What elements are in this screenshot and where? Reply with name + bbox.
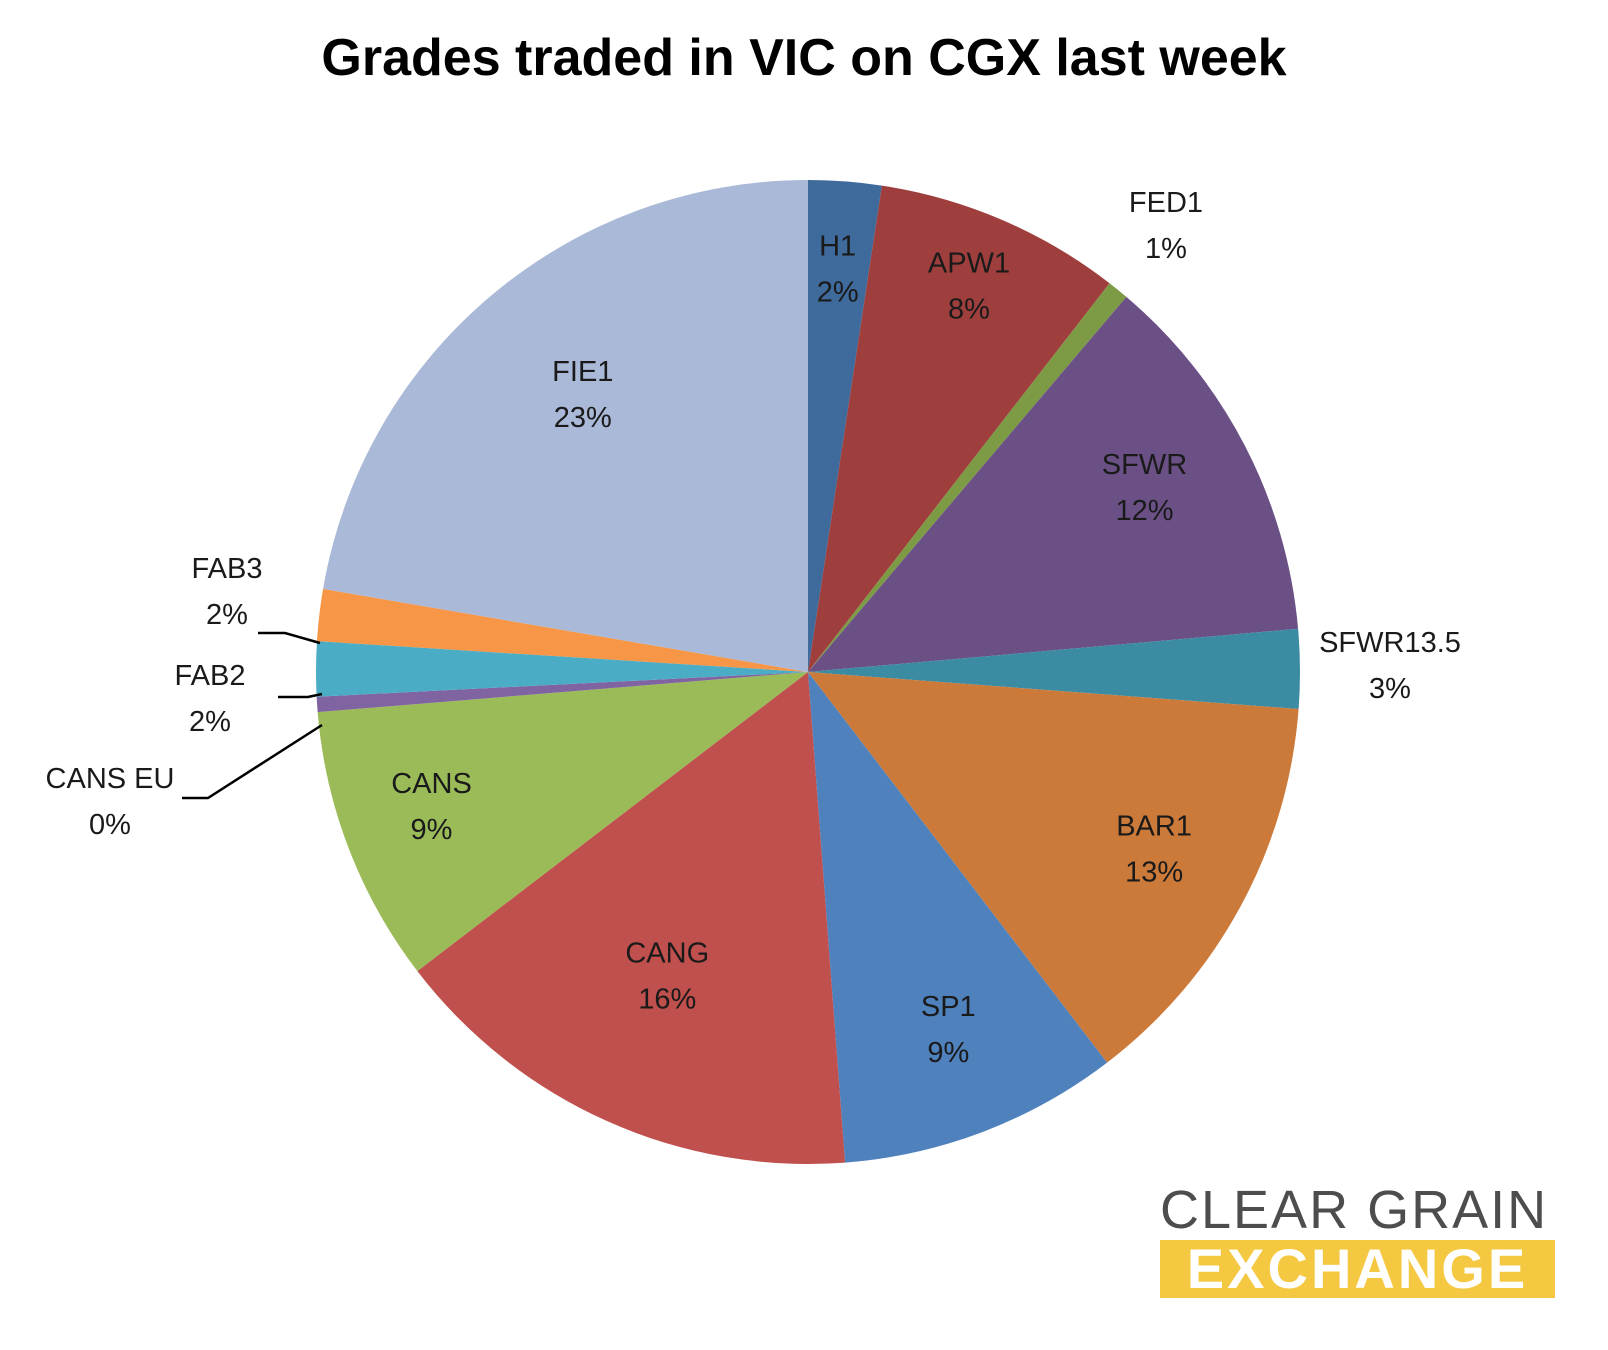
slice-name-fab2: FAB2 xyxy=(175,660,246,692)
slice-percent-sfwr: 12% xyxy=(1115,495,1173,527)
slice-fab2 xyxy=(315,641,808,697)
slice-fed1 xyxy=(808,283,1127,672)
slice-name-apw1: APW1 xyxy=(928,248,1010,280)
slice-percent-cans-eu: 0% xyxy=(89,809,131,841)
slice-name-cans: CANS xyxy=(391,768,472,800)
slice-name-fed1: FED1 xyxy=(1129,187,1203,219)
slice-percent-sfwr13-5: 3% xyxy=(1369,673,1411,705)
slice-name-sp1: SP1 xyxy=(921,991,976,1023)
slice-name-sfwr: SFWR xyxy=(1102,449,1187,481)
slice-name-sfwr13-5: SFWR13.5 xyxy=(1319,627,1461,659)
leader-line-fab2 xyxy=(278,692,323,699)
slice-fie1 xyxy=(323,180,808,672)
leader-line-cans-eu xyxy=(182,723,323,800)
slice-sfwr13-5 xyxy=(808,628,1300,710)
slice-bar1 xyxy=(808,672,1299,1063)
slice-cans-eu xyxy=(316,672,808,713)
clear-grain-exchange-logo: CLEAR GRAIN EXCHANGE xyxy=(1160,1182,1555,1298)
slice-name-fab3: FAB3 xyxy=(192,553,263,585)
slice-percent-apw1: 8% xyxy=(948,294,990,326)
slice-name-h1: H1 xyxy=(819,231,856,263)
slice-percent-sp1: 9% xyxy=(927,1037,969,1069)
slice-name-cans-eu: CANS EU xyxy=(46,763,175,795)
slice-fab3 xyxy=(316,588,808,672)
logo-line-1: CLEAR GRAIN xyxy=(1160,1180,1549,1240)
slice-percent-bar1: 13% xyxy=(1125,856,1183,888)
slice-percent-h1: 2% xyxy=(817,277,859,309)
chart-title: Grades traded in VIC on CGX last week xyxy=(321,29,1287,87)
leader-line-fab3 xyxy=(258,631,321,645)
slice-h1 xyxy=(808,180,882,672)
slice-name-fie1: FIE1 xyxy=(552,356,613,388)
slice-sp1 xyxy=(808,672,1108,1163)
slice-percent-fie1: 23% xyxy=(554,402,612,434)
slice-sfwr xyxy=(808,296,1299,672)
slice-percent-cang: 16% xyxy=(638,983,696,1015)
slice-percent-fab3: 2% xyxy=(206,599,248,631)
slice-name-cang: CANG xyxy=(625,937,709,969)
slice-percent-cans: 9% xyxy=(411,814,453,846)
slice-cans xyxy=(317,672,808,972)
slice-percent-fab2: 2% xyxy=(189,706,231,738)
slice-apw1 xyxy=(808,185,1110,672)
slice-percent-fed1: 1% xyxy=(1145,233,1187,265)
logo-line-2: EXCHANGE xyxy=(1160,1240,1555,1298)
slice-cang xyxy=(417,672,846,1164)
slice-name-bar1: BAR1 xyxy=(1116,810,1192,842)
